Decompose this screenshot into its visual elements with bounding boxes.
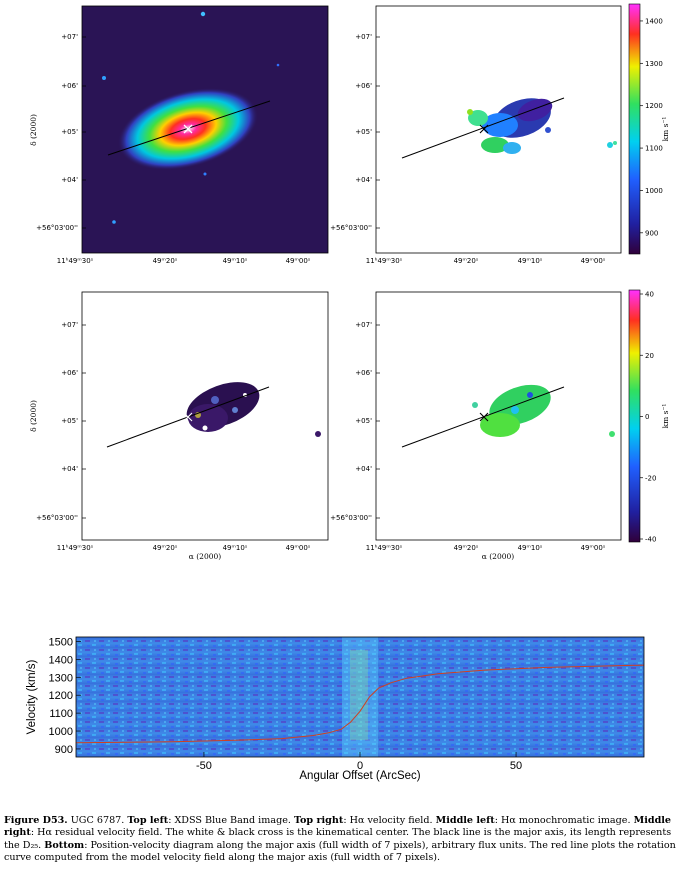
pv-y-tick-label: 1300 [49, 672, 73, 684]
residual-colorbar-tick-label: 0 [645, 413, 649, 421]
rotation-curve-line [75, 664, 645, 744]
residual-colorbar-tick-label: -40 [645, 536, 656, 544]
pv-y-axis-label: Velocity (km/s) [26, 659, 38, 734]
ra-tick-label: 49ᵐ20ˢ [153, 544, 178, 552]
ra-tick-label: 49ᵐ20ˢ [454, 257, 479, 265]
dec-tick-label: +56°03'00'' [36, 514, 78, 522]
pv-y-tick-label: 1200 [49, 690, 73, 702]
caption-middle-right-label: Middle right [4, 815, 672, 839]
pv-y-tick-label: 1500 [49, 636, 73, 648]
figure-caption: Figure D53. UGC 6787. Top left: XDSS Blu… [4, 815, 680, 864]
pv-y-tick-label: 900 [55, 744, 73, 756]
panel-monochromatic-image [81, 291, 329, 541]
ra-tick-label: 49ᵐ00ˢ [581, 544, 606, 552]
velocity-colorbar-tick-label: 1300 [645, 60, 663, 68]
ra-tick-label: 49ᵐ10ˢ [223, 544, 248, 552]
dec-tick-label: +04' [355, 465, 372, 473]
ra-tick-label: 49ᵐ10ˢ [518, 544, 543, 552]
caption-middle-left-label: Middle left [435, 815, 495, 826]
pv-y-tick-label: 1000 [49, 726, 73, 738]
velocity-colorbar-unit: km s⁻¹ [661, 117, 670, 142]
ra-tick-label: 11ʰ49ᵐ30ˢ [57, 257, 94, 265]
caption-top-right-text: : Hα velocity field. [343, 815, 433, 826]
dec-tick-label: +07' [355, 33, 372, 41]
ra-tick-label: 49ᵐ00ˢ [581, 257, 606, 265]
ra-tick-label: 49ᵐ00ˢ [286, 544, 311, 552]
dec-tick-label: +06' [61, 369, 78, 377]
ra-tick-label: 11ʰ49ᵐ30ˢ [366, 257, 403, 265]
pv-x-tick-label: 50 [510, 760, 522, 772]
ra-axis-label-left: α (2000) [189, 552, 221, 561]
ra-axis-label-right: α (2000) [482, 552, 514, 561]
pv-x-axis-label: Angular Offset (ArcSec) [299, 770, 420, 782]
caption-bottom-label: Bottom [44, 839, 85, 851]
ra-tick-label: 49ᵐ20ˢ [454, 544, 479, 552]
caption-top-left-text: : XDSS Blue Band image. [168, 815, 291, 826]
dec-tick-label: +04' [61, 465, 78, 473]
caption-galaxy: UGC 6787. [70, 815, 125, 826]
residual-colorbar-tick-label: 20 [645, 352, 654, 360]
panel-xdss-image [81, 5, 329, 254]
panel-residual-velocity [375, 291, 622, 541]
dec-tick-label: +06' [355, 369, 372, 377]
ra-tick-label: 49ᵐ20ˢ [153, 257, 178, 265]
residual-colorbar-tick-label: 40 [645, 291, 654, 299]
residual-colorbar-tick-label: -20 [645, 474, 656, 482]
velocity-colorbar-tick-label: 1200 [645, 102, 663, 110]
ra-tick-label: 49ᵐ00ˢ [286, 257, 311, 265]
ra-tick-label: 49ᵐ10ˢ [223, 257, 248, 265]
pv-x-tick-label: 0 [357, 760, 363, 772]
dec-tick-label: +05' [355, 417, 372, 425]
residual-colorbar-unit: km s⁻¹ [661, 404, 670, 429]
panel-velocity-field [375, 5, 622, 254]
velocity-colorbar-tick-label: 900 [645, 229, 658, 237]
dec-tick-label: +05' [61, 128, 78, 136]
dec-axis-label-middle: δ (2000) [29, 400, 38, 432]
dec-tick-label: +56°03'00'' [36, 224, 78, 232]
caption-figure-label: Figure D53. [4, 815, 68, 826]
dec-tick-label: +06' [355, 82, 372, 90]
dec-tick-label: +56°03'00'' [330, 514, 372, 522]
dec-tick-label: +06' [61, 82, 78, 90]
dec-tick-label: +56°03'00'' [330, 224, 372, 232]
caption-middle-left-text: : Hα monochromatic image. [494, 815, 631, 826]
dec-tick-label: +04' [61, 176, 78, 184]
dec-tick-label: +05' [355, 128, 372, 136]
dec-tick-label: +07' [355, 321, 372, 329]
figure-canvas: 900 1000 1100 1200 1300 1400 -40 -20 0 20 40 11ʰ4… [26, 3, 670, 782]
dec-tick-label: +07' [61, 33, 78, 41]
pv-diagram: -50 0 50 900 1000 1100 1200 1300 1400 1500 [49, 636, 645, 772]
caption-top-right-label: Top right [294, 815, 344, 826]
dec-tick-label: +04' [355, 176, 372, 184]
velocity-colorbar-tick-label: 1000 [645, 187, 663, 195]
velocity-colorbar: 900 1000 1100 1200 1300 1400 [628, 3, 663, 255]
ra-tick-label: 11ʰ49ᵐ30ˢ [366, 544, 403, 552]
pv-y-tick-label: 1100 [49, 708, 73, 720]
dec-tick-label: +05' [61, 417, 78, 425]
pv-x-tick-label: -50 [196, 760, 212, 772]
ra-tick-label: 49ᵐ10ˢ [518, 257, 543, 265]
panel-tick-labels: 11ʰ49ᵐ30ˢ 49ᵐ20ˢ 49ᵐ10ˢ 49ᵐ00ˢ +56°03'00'' +0… [36, 33, 606, 552]
residual-colorbar: -40 -20 0 20 40 [628, 289, 656, 544]
pv-y-tick-label: 1400 [49, 654, 73, 666]
dec-tick-label: +07' [61, 321, 78, 329]
velocity-colorbar-tick-label: 1100 [645, 145, 663, 153]
caption-top-left-label: Top left [127, 815, 169, 826]
ra-tick-label: 11ʰ49ᵐ30ˢ [57, 544, 94, 552]
dec-axis-label-top: δ (2000) [29, 114, 38, 146]
caption-bottom-text: : Position-velocity diagram along the ma… [4, 839, 676, 863]
velocity-colorbar-tick-label: 1400 [645, 17, 663, 25]
caption-middle-right-text: : Hα residual velocity field. The white … [4, 827, 672, 851]
